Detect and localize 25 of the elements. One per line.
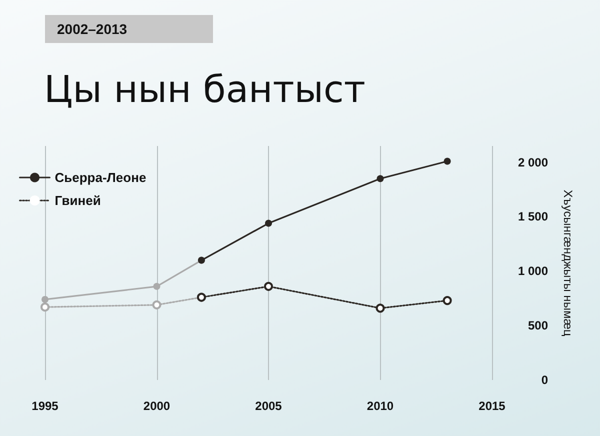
x-tick-label: 1995 xyxy=(32,399,59,413)
y-tick-label: 2 000 xyxy=(518,155,548,170)
x-tick-label: 2000 xyxy=(143,399,170,413)
y-tick-label: 0 xyxy=(541,373,548,387)
chart-title: Цы нын бантыст xyxy=(44,68,366,111)
y-tick-label: 500 xyxy=(528,318,548,333)
point xyxy=(152,300,162,310)
chart-subtitle: 2002–2013 xyxy=(45,15,213,43)
legend-label: Гвиней xyxy=(54,193,101,208)
point xyxy=(153,282,160,290)
point xyxy=(42,296,48,303)
point xyxy=(444,158,451,165)
y-tick-label: 1 000 xyxy=(518,264,548,278)
point xyxy=(442,296,452,306)
point xyxy=(376,175,384,182)
y2-axis-title: Хъусынгæнджыты нымæц xyxy=(561,190,575,336)
x-tick-label: 2010 xyxy=(366,399,394,413)
legend-label: Сьерра-Леоне xyxy=(54,170,146,185)
x-tick-label: 2015 xyxy=(478,399,506,413)
point xyxy=(264,282,273,291)
point xyxy=(265,220,272,227)
x-tick-label: 2005 xyxy=(255,399,282,413)
y-tick-label: 1 500 xyxy=(518,210,548,224)
point xyxy=(376,304,385,313)
point xyxy=(40,302,50,312)
